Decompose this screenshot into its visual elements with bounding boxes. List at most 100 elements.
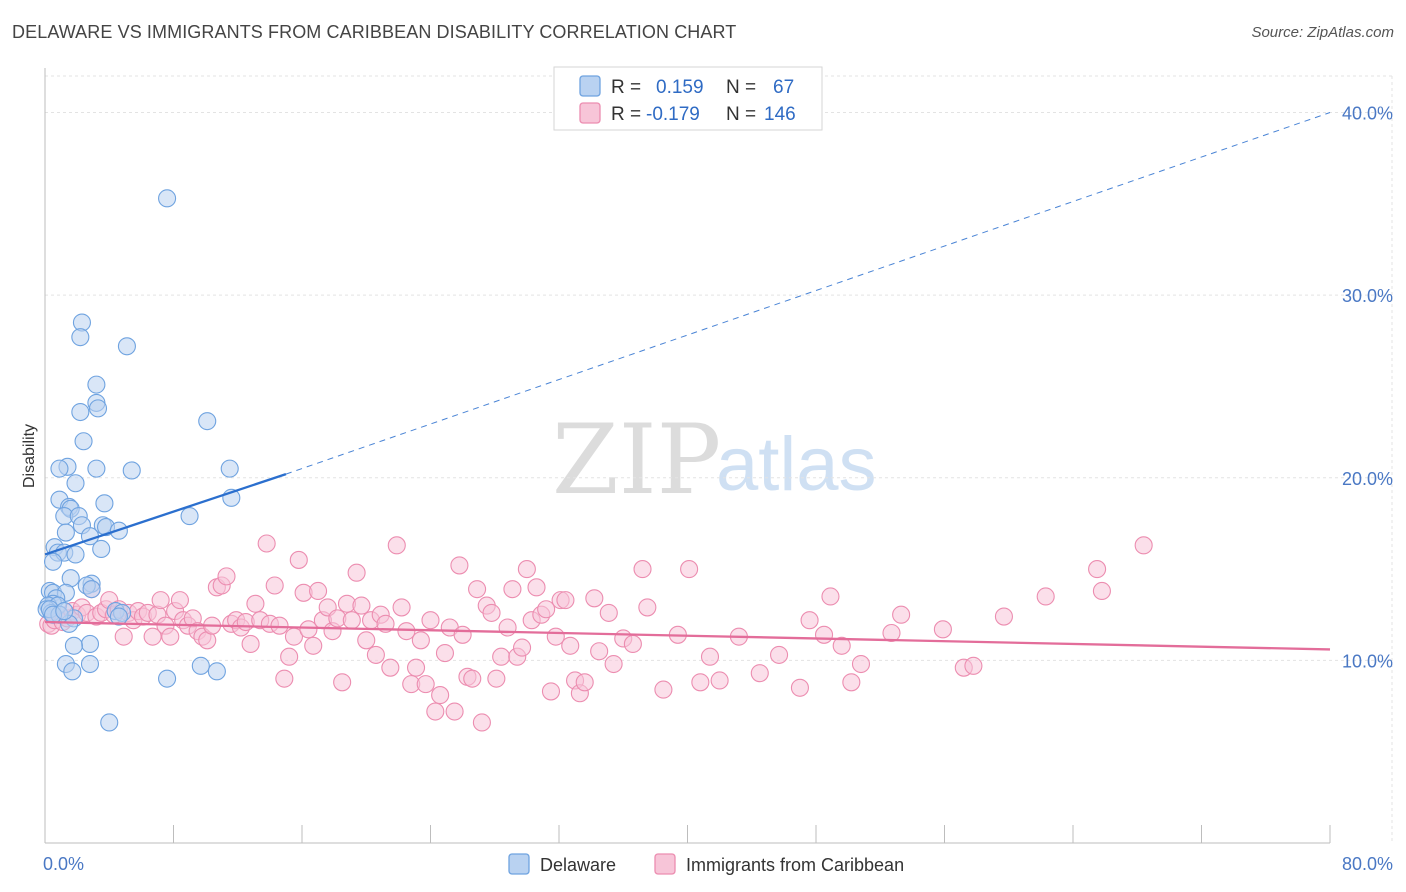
point-immigrants-68 — [357, 631, 376, 650]
point-immigrants-107 — [546, 627, 565, 646]
bottom-legend-label-delaware: Delaware — [540, 855, 616, 875]
point-immigrants-88 — [453, 625, 472, 644]
point-immigrants-92 — [472, 713, 491, 732]
point-immigrants-135 — [832, 636, 851, 655]
point-immigrants-121 — [638, 598, 657, 617]
trend-immigrants — [44, 620, 1331, 651]
point-immigrants-81 — [421, 611, 440, 630]
chart-title: DELAWARE VS IMMIGRANTS FROM CARIBBEAN DI… — [12, 22, 737, 42]
point-immigrants-44 — [241, 634, 260, 653]
point-immigrants-131 — [790, 678, 809, 697]
point-immigrants-116 — [599, 603, 618, 622]
legend-r-label-1: R = — [611, 77, 641, 98]
y-tick-label-1: 10.0% — [1342, 651, 1393, 671]
point-immigrants-65 — [342, 611, 361, 630]
point-delaware-31 — [92, 539, 111, 559]
point-immigrants-50 — [270, 616, 289, 635]
point-delaware-13 — [122, 461, 141, 480]
point-immigrants-52 — [280, 647, 299, 666]
point-immigrants-57 — [304, 636, 323, 655]
point-immigrants-63 — [333, 673, 352, 692]
point-immigrants-114 — [585, 589, 604, 608]
point-immigrants-124 — [680, 560, 699, 579]
point-immigrants-82 — [426, 702, 445, 721]
point-immigrants-47 — [257, 534, 276, 553]
bottom-legend-label-immigrants: Immigrants from Caribbean — [686, 855, 904, 875]
point-immigrants-91 — [468, 580, 487, 599]
point-delaware-59 — [63, 662, 82, 681]
point-immigrants-17 — [114, 627, 133, 646]
point-immigrants-137 — [851, 654, 871, 674]
point-delaware-63 — [100, 713, 119, 732]
series-delaware-points — [37, 189, 241, 732]
x-tick-label-min: 0.0% — [43, 854, 84, 874]
point-immigrants-100 — [513, 638, 532, 657]
point-delaware-15 — [66, 474, 85, 493]
point-delaware-35 — [43, 552, 63, 571]
point-delaware-62 — [158, 669, 177, 688]
legend-swatch-immigrants — [579, 102, 601, 124]
axes — [44, 68, 1331, 844]
legend-r-value-2: -0.179 — [646, 104, 700, 125]
stats-legend: R = 0.159 N = 67 R = -0.179 N = 146 — [553, 66, 823, 131]
point-immigrants-101 — [517, 560, 536, 579]
point-delaware-53 — [109, 607, 128, 626]
point-immigrants-97 — [498, 618, 517, 637]
point-immigrants-75 — [392, 598, 411, 617]
point-immigrants-78 — [406, 658, 426, 677]
point-immigrants-144 — [1036, 587, 1055, 606]
legend-n-label-2: N = — [726, 104, 756, 125]
point-immigrants-103 — [527, 578, 546, 597]
point-immigrants-138 — [882, 623, 901, 643]
point-delaware-9 — [74, 432, 93, 451]
point-delaware-34 — [66, 545, 85, 564]
point-immigrants-90 — [463, 669, 482, 688]
x-tick-label-max: 80.0% — [1342, 854, 1393, 874]
point-immigrants-66 — [347, 563, 366, 582]
trend-lines — [44, 112, 1331, 651]
y-tick-labels: 10.0% 20.0% 30.0% 40.0% — [1342, 104, 1393, 672]
point-immigrants-119 — [623, 634, 642, 653]
point-immigrants-86 — [445, 702, 464, 721]
point-delaware-7 — [71, 402, 90, 422]
point-immigrants-58 — [309, 581, 328, 601]
point-immigrants-146 — [1092, 581, 1111, 601]
point-immigrants-105 — [537, 600, 556, 619]
trend-delaware — [44, 473, 287, 556]
point-delaware-23 — [180, 507, 199, 526]
point-delaware-61 — [207, 662, 226, 681]
series-legend: Delaware Immigrants from Caribbean — [508, 853, 904, 875]
point-immigrants-94 — [482, 603, 501, 622]
point-delaware-6 — [88, 399, 108, 418]
point-immigrants-96 — [492, 647, 511, 666]
point-immigrants-127 — [710, 671, 729, 690]
y-tick-label-2: 20.0% — [1342, 469, 1393, 489]
point-immigrants-56 — [299, 620, 318, 639]
legend-n-label-1: N = — [726, 77, 756, 98]
bottom-legend-swatch-immigrants — [654, 853, 676, 875]
point-immigrants-140 — [933, 620, 952, 639]
point-delaware-55 — [80, 634, 100, 653]
point-immigrants-139 — [892, 605, 911, 624]
point-immigrants-98 — [503, 580, 522, 599]
bottom-legend-swatch-delaware — [508, 853, 530, 875]
point-immigrants-126 — [700, 647, 720, 666]
point-immigrants-142 — [964, 656, 983, 675]
point-delaware-39 — [82, 580, 101, 599]
point-immigrants-23 — [143, 627, 162, 646]
x-tick-labels: 0.0% 80.0% — [43, 854, 1393, 874]
point-immigrants-125 — [691, 673, 710, 692]
point-immigrants-110 — [561, 636, 580, 655]
point-immigrants-79 — [411, 631, 430, 650]
point-immigrants-106 — [541, 682, 561, 701]
point-immigrants-134 — [821, 587, 840, 606]
point-immigrants-27 — [161, 627, 180, 646]
point-delaware-2 — [71, 328, 90, 347]
point-immigrants-67 — [352, 596, 371, 615]
point-immigrants-54 — [289, 550, 308, 569]
point-delaware-56 — [64, 636, 83, 655]
point-delaware-0 — [158, 189, 177, 208]
point-immigrants-95 — [487, 669, 506, 688]
point-immigrants-109 — [556, 591, 575, 610]
point-immigrants-117 — [604, 654, 623, 674]
